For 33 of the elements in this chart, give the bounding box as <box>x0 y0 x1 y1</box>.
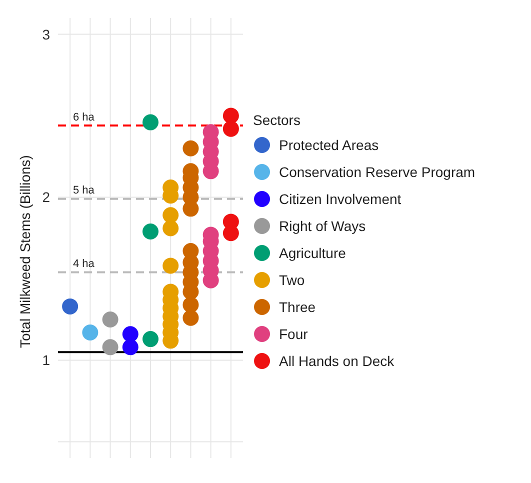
point <box>162 207 179 224</box>
legend-label: Citizen Involvement <box>279 191 402 207</box>
ref-line-label: 6 ha <box>73 111 96 124</box>
legend-label: Four <box>279 326 308 342</box>
point <box>82 324 98 341</box>
legend-label: Protected Areas <box>279 137 379 153</box>
legend-label: Conservation Reserve Program <box>279 164 476 180</box>
y-tick-label: 1 <box>42 352 50 368</box>
point <box>62 298 78 314</box>
ref-line-label: 5 ha <box>73 184 96 197</box>
point <box>102 311 118 328</box>
point <box>182 296 199 313</box>
y-tick-label: 2 <box>42 189 50 206</box>
point <box>142 223 158 240</box>
legend-label: All Hands on Deck <box>279 353 394 369</box>
legend-title: Sectors <box>253 112 302 128</box>
legend-label: Agriculture <box>279 245 346 261</box>
point <box>122 326 138 342</box>
point <box>142 331 158 348</box>
point <box>122 339 138 356</box>
legend-label: Two <box>279 272 305 288</box>
y-axis-title: Total Milkweed Stems (Billions) <box>16 155 33 348</box>
point <box>182 140 199 156</box>
y-tick-label: 3 <box>42 26 50 42</box>
point <box>102 339 118 356</box>
ref-line-label: 4 ha <box>73 258 96 270</box>
point <box>162 258 179 274</box>
point <box>222 225 239 242</box>
point <box>142 114 158 130</box>
legend-label: Right of Ways <box>279 218 366 234</box>
point <box>222 120 239 137</box>
legend-label: Three <box>279 299 316 315</box>
point <box>182 310 199 326</box>
